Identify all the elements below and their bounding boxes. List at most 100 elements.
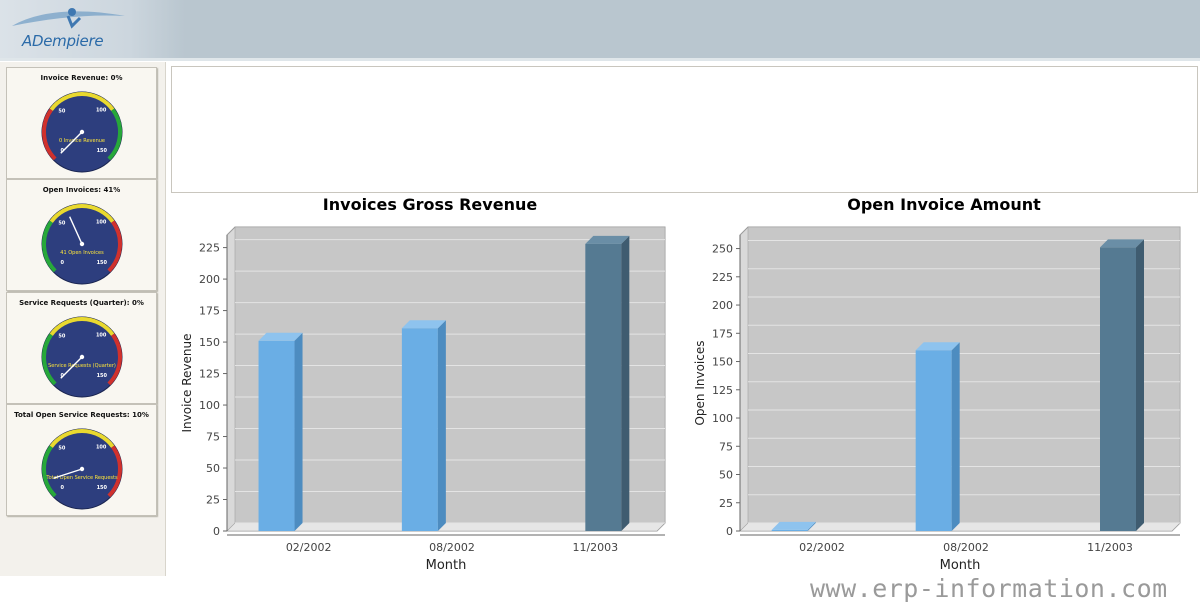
gauge-needle bbox=[60, 131, 83, 154]
bar-side bbox=[294, 332, 303, 531]
gauge-band-red bbox=[42, 108, 57, 161]
bar-top bbox=[771, 521, 816, 530]
gauge-dial: 0 50 100 150 41 Open Invoices bbox=[41, 203, 123, 285]
bar bbox=[258, 340, 295, 531]
x-axis-label: Month bbox=[426, 558, 467, 573]
y-tick-label: 225 bbox=[712, 271, 733, 284]
gauge-tick-label: 150 bbox=[97, 260, 108, 266]
y-tick-label: 150 bbox=[712, 356, 733, 369]
sidebar: Invoice Revenue: 0% 0 50 100 150 0 Invoice R… bbox=[0, 62, 166, 576]
gauge-value-label: Total Open Service Requests bbox=[45, 475, 118, 481]
gauge-needle bbox=[53, 468, 83, 479]
bar bbox=[1100, 247, 1136, 531]
bar bbox=[771, 529, 808, 531]
gauge-panel-invoice-revenue[interactable]: Invoice Revenue: 0% 0 50 100 150 0 Invoice R… bbox=[6, 67, 157, 179]
gauge-band-green bbox=[42, 220, 57, 273]
y-tick-label: 125 bbox=[712, 384, 733, 397]
gauge-value-label: 0 Invoice Revenue bbox=[59, 138, 105, 144]
logo-text: ADempiere bbox=[22, 32, 104, 50]
bar-chart-svg: 0 25 50 75 100 125 150 175 200 225 02/2002 08/2002 1… bbox=[180, 226, 666, 573]
bar bbox=[585, 243, 622, 531]
y-tick-label: 125 bbox=[199, 368, 220, 381]
gauge-panel-service-requests[interactable]: Service Requests (Quarter): 0% 0 50 100 150… bbox=[6, 292, 157, 404]
gauge-band-green bbox=[42, 445, 57, 498]
gauge-needle bbox=[69, 216, 83, 245]
gauge-tick-label: 50 bbox=[58, 109, 65, 115]
logo[interactable]: ADempiere bbox=[0, 0, 185, 58]
chart-open-invoice-amount: Open Invoice Amount 0 25 50 75 100 125 150 175 2… bbox=[688, 195, 1200, 575]
gauge-needle bbox=[60, 356, 83, 379]
bar bbox=[401, 328, 438, 531]
gauge-tick-label: 100 bbox=[96, 108, 107, 114]
y-tick-label: 25 bbox=[719, 497, 733, 510]
gauge-dial: 0 50 100 150 Total Open Service Requests bbox=[41, 428, 123, 510]
bar-top bbox=[915, 342, 960, 351]
gauge-title: Invoice Revenue: 0% bbox=[40, 74, 123, 82]
gauge-tick-label: 0 bbox=[60, 260, 64, 266]
bar-side bbox=[621, 235, 630, 531]
x-tick-label: 08/2002 bbox=[943, 541, 989, 554]
gauge-tick-label: 150 bbox=[97, 485, 108, 491]
y-tick-label: 0 bbox=[726, 525, 733, 538]
x-tick-label: 02/2002 bbox=[799, 541, 845, 554]
bar-side bbox=[1136, 239, 1144, 531]
gauge-band-yellow bbox=[49, 204, 115, 223]
gauge-band-green bbox=[42, 333, 57, 386]
gauge-band-yellow bbox=[49, 429, 115, 448]
gauge-tick-label: 50 bbox=[58, 446, 65, 452]
chart-invoices-gross-revenue: Invoices Gross Revenue 0 25 50 75 100 125 150 1… bbox=[175, 195, 685, 575]
gauge-title: Total Open Service Requests: 10% bbox=[14, 411, 149, 419]
y-tick-label: 150 bbox=[199, 336, 220, 349]
gauge-panel-total-open-service-requests[interactable]: Total Open Service Requests: 10% 0 50 100 1… bbox=[6, 404, 157, 516]
gauge-title: Service Requests (Quarter): 0% bbox=[19, 299, 144, 307]
x-tick-label: 02/2002 bbox=[286, 541, 332, 554]
x-axis-label: Month bbox=[940, 558, 981, 573]
gauge-tick-label: 100 bbox=[96, 333, 107, 339]
bar-side bbox=[951, 342, 960, 531]
gauge-band-red bbox=[107, 333, 122, 386]
bar bbox=[915, 350, 952, 531]
logo-swoosh-icon bbox=[12, 8, 125, 29]
y-tick-label: 75 bbox=[719, 440, 733, 453]
y-tick-label: 100 bbox=[199, 399, 220, 412]
gauge-tick-label: 50 bbox=[58, 221, 65, 227]
gauge-panel-open-invoices[interactable]: Open Invoices: 41% 0 50 100 150 41 Open Invo… bbox=[6, 179, 157, 291]
content-panel bbox=[171, 66, 1198, 193]
gauge-value-label: Service Requests (Quarter) bbox=[48, 363, 116, 369]
gauge-tick-label: 100 bbox=[96, 445, 107, 451]
bar-chart-svg: 0 25 50 75 100 125 150 175 200 225 250 02/2002 08/20… bbox=[693, 226, 1181, 573]
header-bar: ADempiere bbox=[0, 0, 1200, 61]
chart-title: Invoices Gross Revenue bbox=[322, 195, 538, 214]
y-axis-label: Open Invoices bbox=[693, 340, 707, 425]
watermark: www.erp-information.com bbox=[810, 574, 1168, 603]
bar-side bbox=[437, 320, 446, 531]
y-tick-label: 50 bbox=[719, 469, 733, 482]
y-tick-label: 175 bbox=[712, 327, 733, 340]
gauge-tick-label: 100 bbox=[96, 220, 107, 226]
bar-top bbox=[585, 235, 630, 244]
y-tick-label: 225 bbox=[199, 242, 220, 255]
bar-side bbox=[807, 521, 816, 531]
x-tick-label: 08/2002 bbox=[429, 541, 475, 554]
gauge-tick-label: 50 bbox=[58, 334, 65, 340]
bar-top bbox=[258, 332, 303, 341]
gauge-tick-label: 150 bbox=[97, 373, 108, 379]
gauge-band-yellow bbox=[49, 317, 115, 336]
x-tick-label: 11/2003 bbox=[572, 541, 618, 554]
gauge-tick-label: 0 bbox=[60, 485, 64, 491]
gauge-title: Open Invoices: 41% bbox=[42, 186, 121, 194]
chart-title: Open Invoice Amount bbox=[847, 195, 1041, 214]
gauge-pivot bbox=[79, 354, 85, 360]
gauge-value-label: 41 Open Invoices bbox=[60, 250, 104, 256]
bar-top bbox=[1100, 239, 1144, 248]
gauge-pivot bbox=[79, 466, 85, 472]
y-tick-label: 175 bbox=[199, 305, 220, 318]
y-tick-label: 50 bbox=[206, 462, 220, 475]
gauge-tick-label: 150 bbox=[97, 148, 108, 154]
y-tick-label: 250 bbox=[712, 243, 733, 256]
gauge-pivot bbox=[79, 241, 85, 247]
y-tick-label: 75 bbox=[206, 431, 220, 444]
bar-top bbox=[401, 320, 446, 329]
gauge-band-red bbox=[107, 220, 122, 273]
